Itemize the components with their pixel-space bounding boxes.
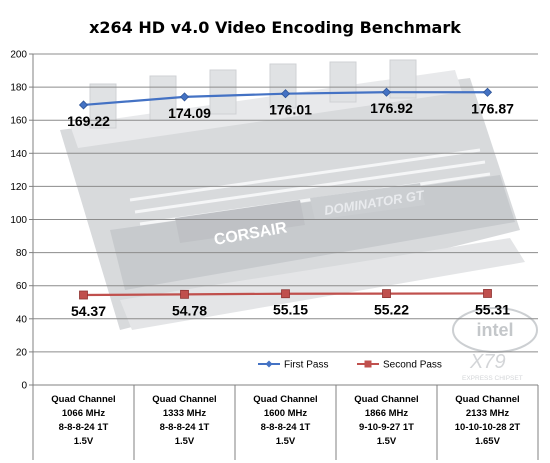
category-label: 1.5V <box>175 436 195 447</box>
y-tick-label: 200 <box>10 50 27 61</box>
data-label: 55.31 <box>475 301 510 317</box>
category-label: 1333 MHz <box>163 408 207 419</box>
data-point <box>281 289 290 299</box>
chart-legend: First Pass Second Pass <box>258 360 442 371</box>
category-label: 1.5V <box>377 436 397 447</box>
svg-text:X79: X79 <box>469 351 506 373</box>
y-tick-label: 100 <box>10 215 27 226</box>
category-label: 1.65V <box>475 436 500 447</box>
y-tick-label: 40 <box>16 314 28 325</box>
legend-label: First Pass <box>284 360 328 371</box>
y-tick-label: 140 <box>10 149 27 160</box>
y-tick-label: 0 <box>21 381 27 392</box>
data-label: 176.92 <box>370 100 413 116</box>
category-label: Quad Channel <box>354 394 418 405</box>
category-label: 1.5V <box>276 436 296 447</box>
svg-text:intel: intel <box>476 320 513 340</box>
y-tick-label: 20 <box>16 347 28 358</box>
data-label: 169.22 <box>67 113 110 129</box>
data-point <box>382 289 391 299</box>
legend-marker <box>265 360 273 368</box>
data-point <box>78 100 89 110</box>
category-label: 2133 MHz <box>466 408 510 419</box>
data-point <box>179 92 190 102</box>
data-point <box>79 290 88 300</box>
category-label: 8-8-8-24 1T <box>160 422 210 433</box>
data-label: 54.78 <box>172 302 207 318</box>
category-label: 1866 MHz <box>365 408 409 419</box>
data-point <box>381 87 392 97</box>
data-point <box>180 289 189 299</box>
category-label: Quad Channel <box>253 394 317 405</box>
x-axis-categories: Quad Channel 1066 MHz 8-8-8-24 1T 1.5V Quad … <box>32 385 539 460</box>
category-label: Quad Channel <box>152 394 216 405</box>
category-label: 1600 MHz <box>264 408 308 419</box>
data-label: 174.09 <box>168 105 211 121</box>
data-point <box>482 87 493 97</box>
series-layer <box>78 87 493 300</box>
category-label: 9-10-9-27 1T <box>359 422 414 433</box>
data-label: 176.01 <box>269 102 312 118</box>
legend-label: Second Pass <box>383 360 442 371</box>
data-label: 55.15 <box>273 302 308 318</box>
data-label: 55.22 <box>374 302 409 318</box>
category-label: Quad Channel <box>51 394 115 405</box>
y-axis-ticks: 0 20 40 60 80 100 120 140 160 180 200 <box>10 50 33 392</box>
y-tick-label: 60 <box>16 281 28 292</box>
svg-text:EXPRESS CHIPSET: EXPRESS CHIPSET <box>462 375 523 382</box>
category-label: Quad Channel <box>455 394 519 405</box>
data-label: 54.37 <box>71 303 106 319</box>
legend-marker <box>364 360 372 368</box>
memory-module-graphic <box>60 59 525 330</box>
data-point <box>280 89 291 99</box>
y-tick-label: 120 <box>10 182 27 193</box>
chart-title: x264 HD v4.0 Video Encoding Benchmark <box>89 18 461 37</box>
data-label: 176.87 <box>471 100 514 116</box>
category-label: 8-8-8-24 1T <box>261 422 311 433</box>
y-tick-label: 80 <box>16 248 28 259</box>
data-point <box>483 289 492 298</box>
category-label: 8-8-8-24 1T <box>59 422 109 433</box>
intel-x79-logo: intel X79 EXPRESS CHIPSET <box>452 307 538 382</box>
category-label: 1.5V <box>74 436 94 447</box>
category-label: 10-10-10-28 2T <box>455 422 521 433</box>
category-label: 1066 MHz <box>62 408 106 419</box>
y-tick-label: 160 <box>10 116 27 127</box>
y-tick-label: 180 <box>10 83 27 94</box>
data-labels: 169.22 174.09 176.01 176.92 176.87 54.37 54.78… <box>67 100 514 319</box>
